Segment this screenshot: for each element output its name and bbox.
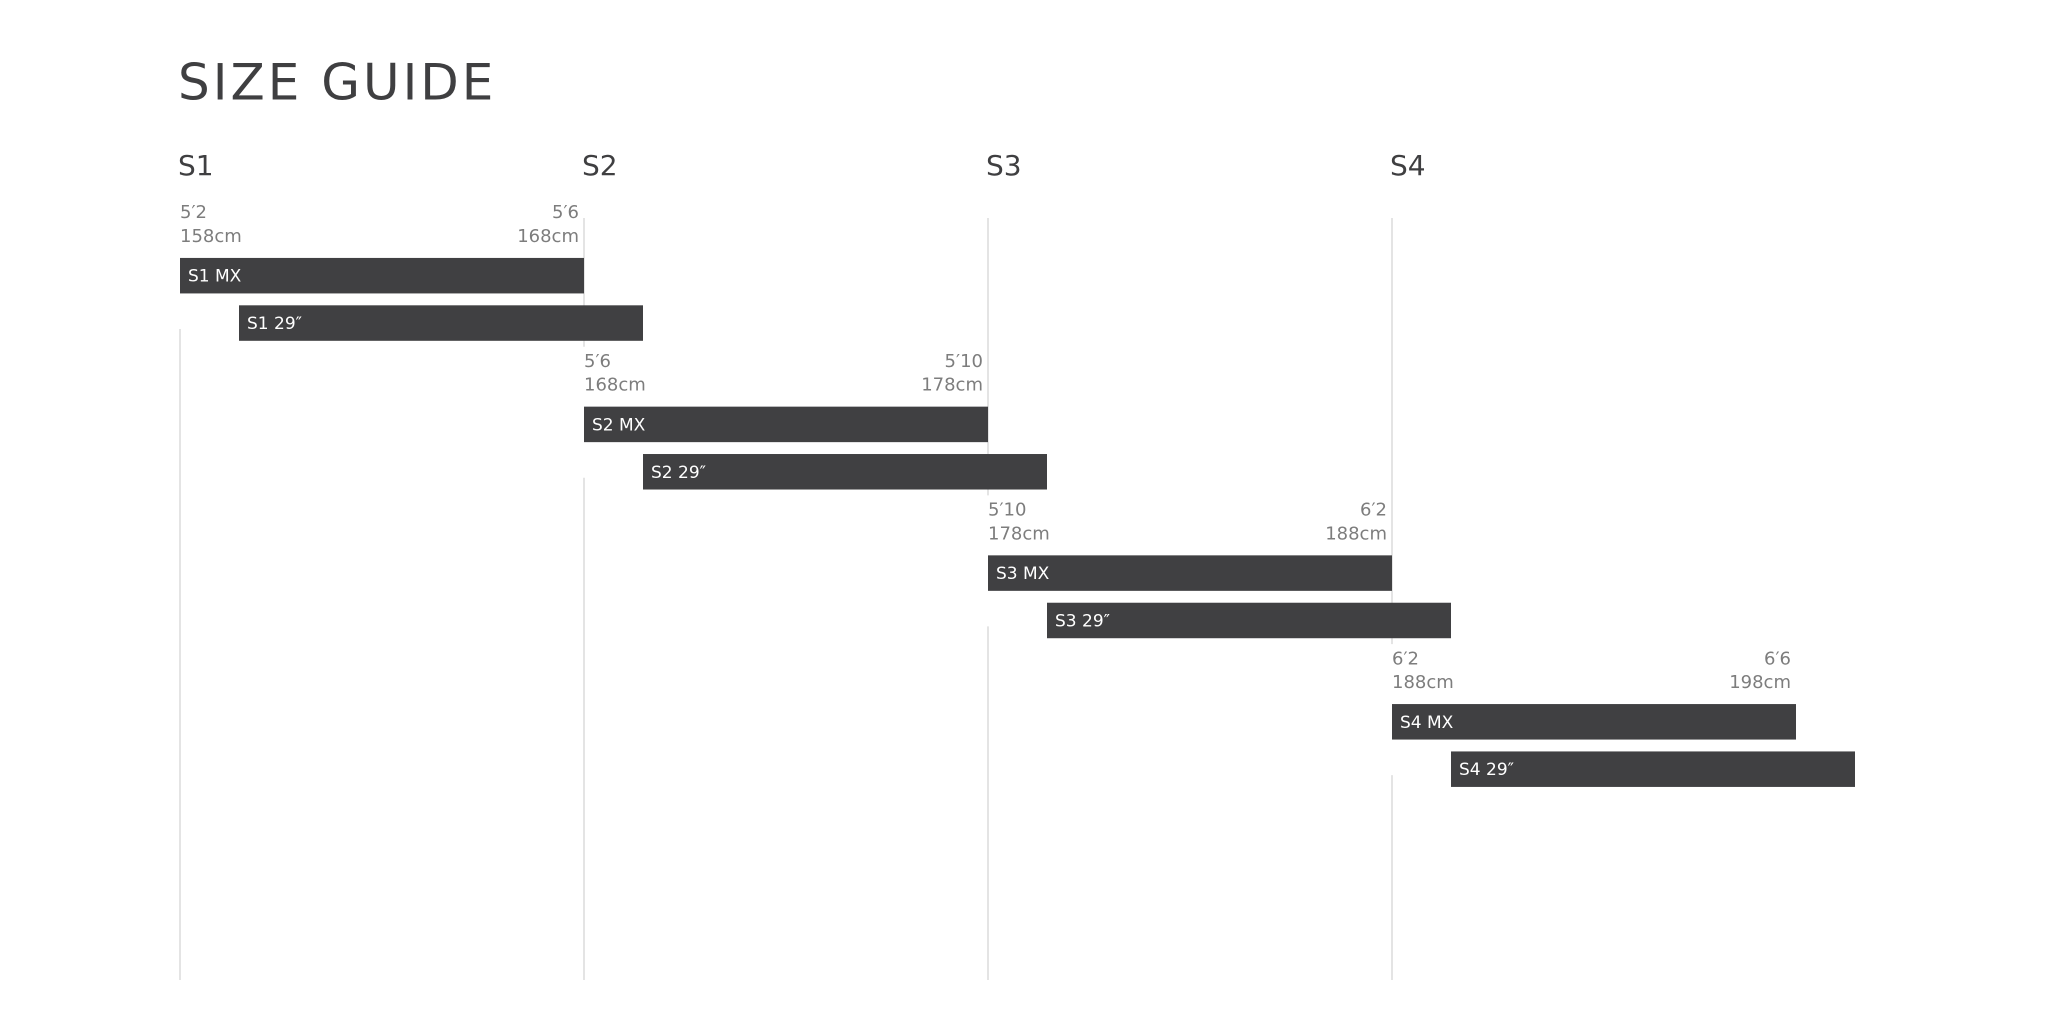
max-cm: 178cm <box>921 375 983 396</box>
min-ft: 6′2 <box>1392 648 1419 669</box>
column-header: S2 <box>582 149 618 182</box>
min-cm: 178cm <box>988 523 1050 544</box>
max-ft: 6′2 <box>1360 500 1387 521</box>
min-ft: 5′6 <box>584 351 611 372</box>
size-bar-label: S3 29″ <box>1055 611 1110 631</box>
column-header: S4 <box>1390 149 1426 182</box>
size-bar-label: S2 MX <box>592 415 646 435</box>
max-ft: 5′6 <box>552 202 579 223</box>
min-cm: 158cm <box>180 226 242 247</box>
column-header: S3 <box>986 149 1022 182</box>
title: SIZE GUIDE <box>178 54 496 112</box>
size-bar-label: S1 MX <box>188 267 242 287</box>
max-cm: 168cm <box>517 226 579 247</box>
size-bar <box>1047 602 1451 639</box>
size-bar <box>1392 704 1796 740</box>
max-ft: 5′10 <box>945 351 983 372</box>
size-bar <box>988 555 1392 591</box>
min-cm: 188cm <box>1392 672 1454 693</box>
max-cm: 188cm <box>1325 523 1387 544</box>
min-ft: 5′10 <box>988 500 1026 521</box>
size-bar <box>239 305 643 341</box>
size-bar <box>584 406 988 443</box>
size-bar-label: S4 MX <box>1400 713 1454 733</box>
max-cm: 198cm <box>1729 672 1791 693</box>
size-bar <box>643 454 1047 490</box>
size-bar-label: S2 29″ <box>651 463 706 483</box>
size-bar-label: S4 29″ <box>1459 760 1514 780</box>
size-bar-label: S3 MX <box>996 564 1050 584</box>
column-header: S1 <box>178 149 214 182</box>
size-bar-label: S1 29″ <box>247 314 302 334</box>
min-ft: 5′2 <box>180 202 207 223</box>
size-bar <box>1451 751 1855 787</box>
max-ft: 6′6 <box>1764 648 1791 669</box>
min-cm: 168cm <box>584 375 646 396</box>
size-bar <box>180 257 584 294</box>
